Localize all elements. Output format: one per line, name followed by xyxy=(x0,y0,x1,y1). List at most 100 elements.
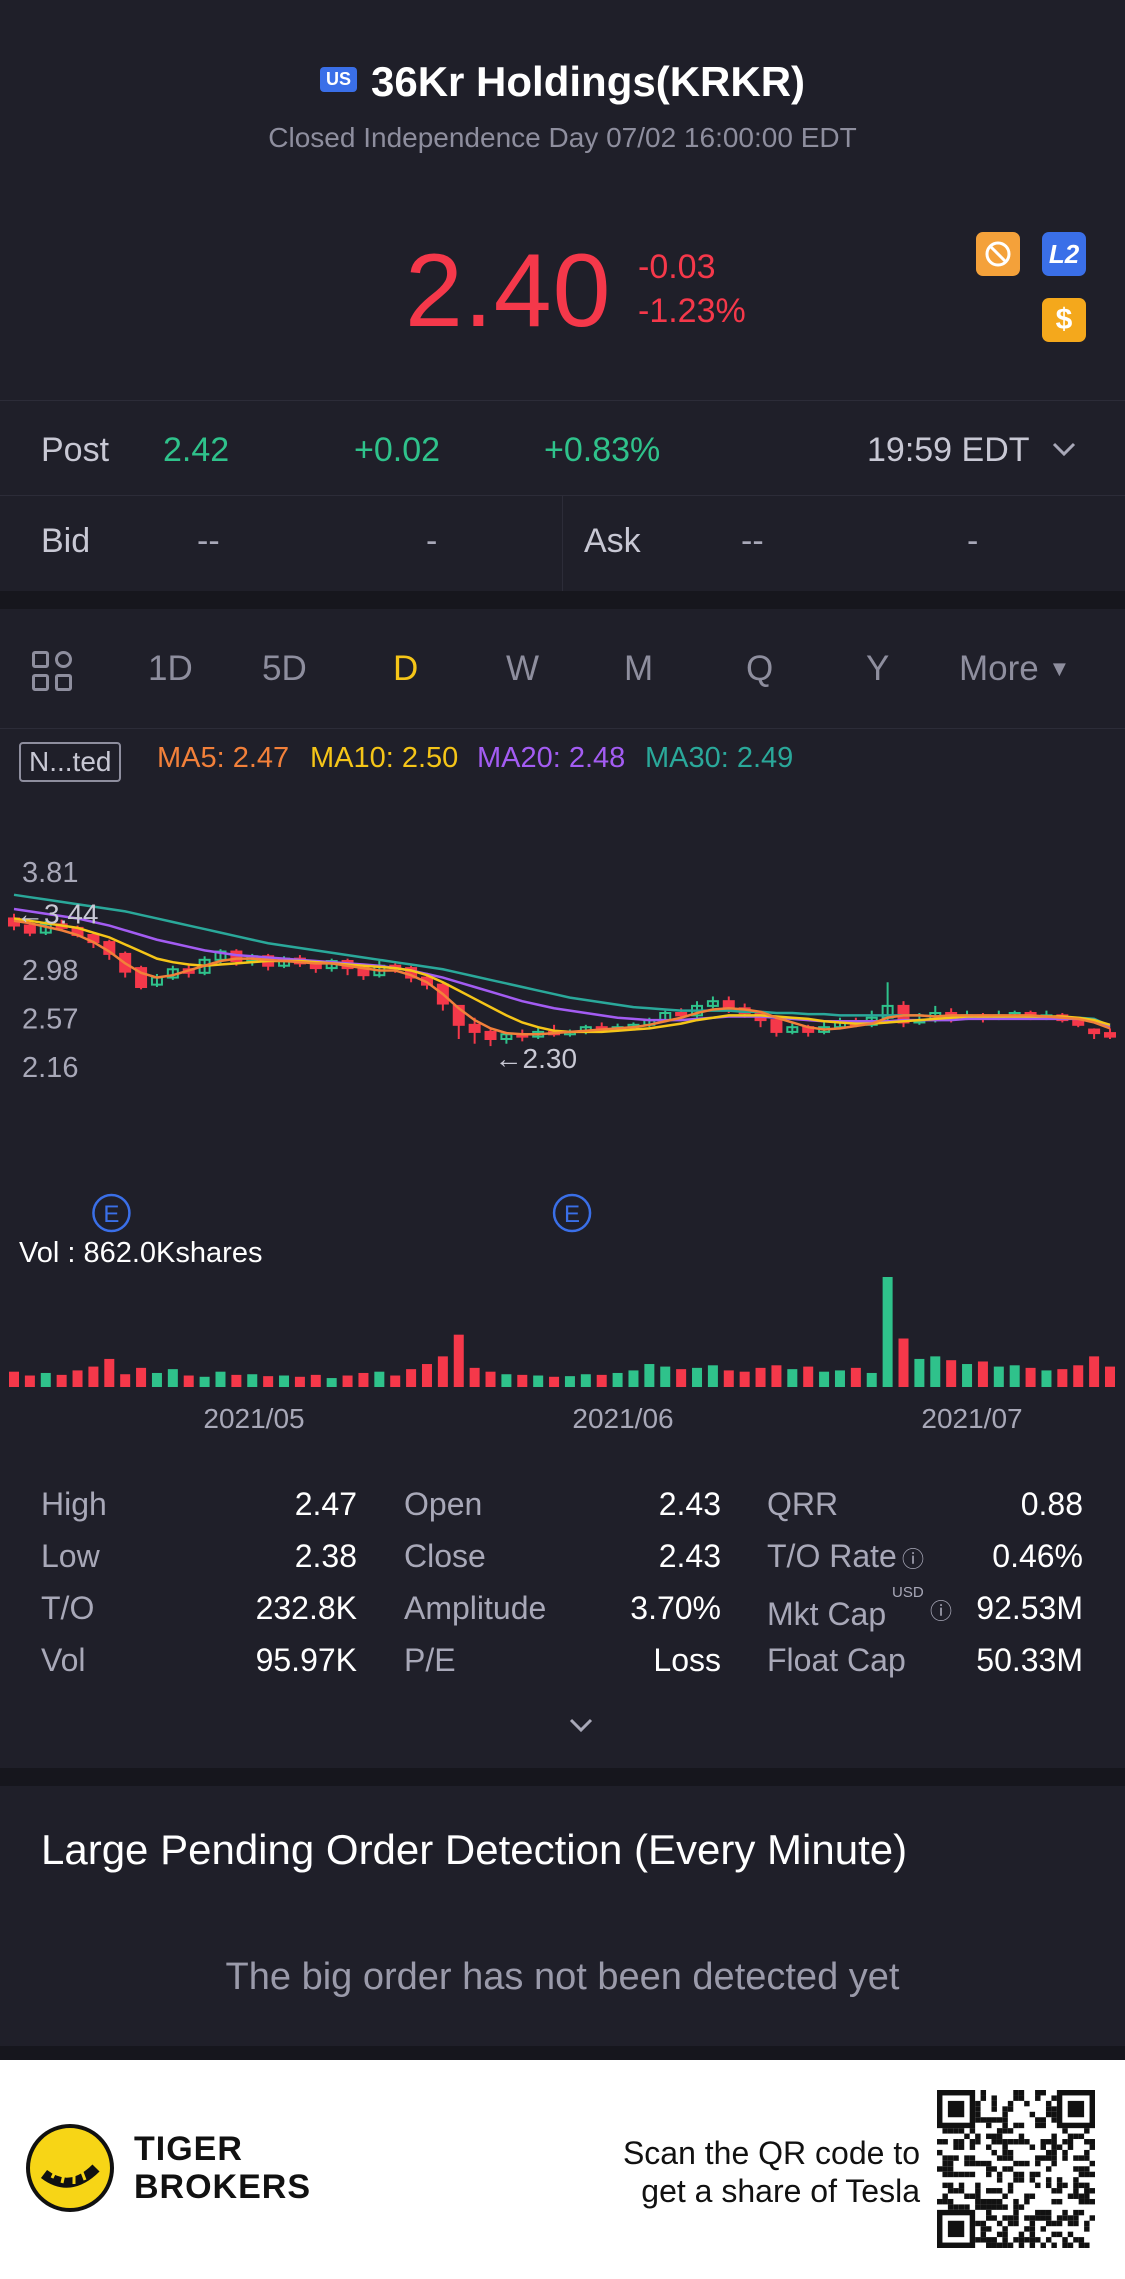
candlestick-chart[interactable]: 3.81 2.98 2.57 2.16 ←3.44 ←2.30 E E Vol : 862.0… xyxy=(0,790,1125,1460)
qr-module xyxy=(975,2106,981,2112)
qr-module xyxy=(964,2193,970,2199)
stat-open-label: Open xyxy=(404,1486,483,1522)
qr-module xyxy=(986,2166,992,2172)
volume-bar xyxy=(866,1372,877,1387)
qr-module xyxy=(1040,2139,1046,2145)
qr-code xyxy=(937,2090,1095,2248)
qr-module xyxy=(958,2144,965,2150)
volume-bar xyxy=(596,1374,607,1387)
volume-bar xyxy=(1105,1366,1115,1387)
qr-module xyxy=(975,2117,981,2123)
qr-module xyxy=(947,2160,954,2167)
qr-module xyxy=(1018,2090,1025,2096)
section-separator xyxy=(0,1768,1125,1786)
candle-body xyxy=(23,924,36,934)
qr-module xyxy=(996,2204,1003,2210)
tab-more[interactable]: More ▼ xyxy=(959,649,1070,689)
qr-module xyxy=(1045,2155,1052,2161)
qr-module xyxy=(969,2155,976,2161)
qr-module xyxy=(1002,2237,1008,2243)
post-label: Post xyxy=(41,431,110,469)
tab-q[interactable]: Q xyxy=(746,649,774,688)
qr-module xyxy=(953,2139,959,2145)
tab-1d[interactable]: 1D xyxy=(148,649,193,688)
qr-module xyxy=(1045,2237,1052,2243)
post-market-row[interactable]: Post 2.42 +0.02 +0.83% 19:59 EDT xyxy=(0,400,1125,496)
y-tick-label: 2.16 xyxy=(22,1052,78,1084)
volume-bar xyxy=(898,1338,909,1387)
dollar-icon[interactable]: $ xyxy=(1042,298,1086,342)
qr-module xyxy=(1073,2166,1079,2172)
qr-module xyxy=(996,2198,1003,2205)
qr-module xyxy=(1002,2226,1008,2232)
qr-module xyxy=(975,2182,981,2189)
qr-module xyxy=(937,2149,943,2156)
qr-module xyxy=(958,2188,965,2194)
qr-module xyxy=(1024,2193,1030,2199)
qr-module xyxy=(1029,2193,1036,2199)
qr-module xyxy=(1035,2095,1041,2101)
qr-module xyxy=(1002,2231,1008,2238)
qr-module xyxy=(1073,2215,1079,2221)
adjust-mode-button[interactable]: N...ted xyxy=(19,742,122,782)
qr-module xyxy=(1067,2133,1074,2140)
qr-module xyxy=(986,2117,992,2123)
qr-module xyxy=(1073,2237,1079,2243)
qr-module xyxy=(947,2204,954,2210)
qr-module xyxy=(1045,2100,1052,2107)
coin-icon[interactable] xyxy=(976,232,1020,276)
qr-module xyxy=(1018,2139,1025,2145)
qr-module xyxy=(1073,2209,1079,2216)
tab-y[interactable]: Y xyxy=(866,649,890,688)
qr-module xyxy=(991,2139,997,2145)
qr-module xyxy=(1035,2155,1041,2161)
qr-module xyxy=(1013,2177,1019,2183)
chevron-down-icon[interactable] xyxy=(1050,439,1078,459)
qr-module xyxy=(1040,2155,1046,2161)
qr-module xyxy=(942,2160,948,2167)
volume-bar xyxy=(358,1372,369,1387)
qr-module xyxy=(1089,2188,1095,2194)
qr-module xyxy=(1089,2160,1095,2167)
quote-header: US 36Kr Holdings(KRKR) Closed Independenc… xyxy=(0,0,1125,400)
volume-bar xyxy=(739,1371,750,1387)
qr-module xyxy=(1040,2209,1046,2216)
qr-module xyxy=(1002,2242,1008,2248)
qr-module xyxy=(996,2242,1003,2248)
qr-module xyxy=(986,2237,992,2243)
qr-module xyxy=(1084,2188,1090,2194)
stat-high-label: High xyxy=(41,1486,107,1522)
ask-label: Ask xyxy=(584,522,641,560)
info-icon[interactable]: ⓘ xyxy=(930,1599,953,1624)
tab-d[interactable]: D xyxy=(393,649,419,688)
qr-module xyxy=(1013,2090,1019,2096)
qr-module xyxy=(1045,2209,1052,2216)
expand-chevron-icon[interactable] xyxy=(568,1712,594,1738)
qr-module xyxy=(942,2139,948,2145)
stats-panel: High 2.47 Low 2.38 T/O 232.8K Vol 95.97K… xyxy=(0,1480,1125,1696)
price-change: -0.03 xyxy=(638,248,716,286)
volume-bar xyxy=(1073,1365,1084,1387)
layout-grid-icon[interactable] xyxy=(32,651,74,693)
qr-module xyxy=(1029,2215,1036,2221)
qr-module xyxy=(986,2226,992,2232)
info-icon[interactable]: ⓘ xyxy=(902,1547,925,1572)
volume-bar xyxy=(564,1376,575,1387)
qr-module xyxy=(1089,2144,1095,2150)
volume-bar xyxy=(294,1376,305,1387)
volume-bar xyxy=(819,1371,830,1387)
bid-ask-row: Bid -- - Ask -- - xyxy=(0,496,1125,591)
tab-m[interactable]: M xyxy=(624,649,654,688)
scan-text: Scan the QR code to get a share of Tesla xyxy=(623,2134,920,2210)
qr-module xyxy=(1045,2149,1052,2156)
qr-module xyxy=(1007,2220,1014,2227)
qr-module xyxy=(1040,2215,1046,2221)
post-time: 19:59 EDT xyxy=(867,431,1030,469)
tab-5d[interactable]: 5D xyxy=(262,649,307,688)
qr-module xyxy=(975,2160,981,2167)
qr-module xyxy=(1029,2226,1036,2232)
tab-w[interactable]: W xyxy=(506,649,540,688)
qr-module xyxy=(980,2204,987,2210)
bid-size: - xyxy=(426,522,438,560)
level2-icon[interactable]: L2 xyxy=(1042,232,1086,276)
